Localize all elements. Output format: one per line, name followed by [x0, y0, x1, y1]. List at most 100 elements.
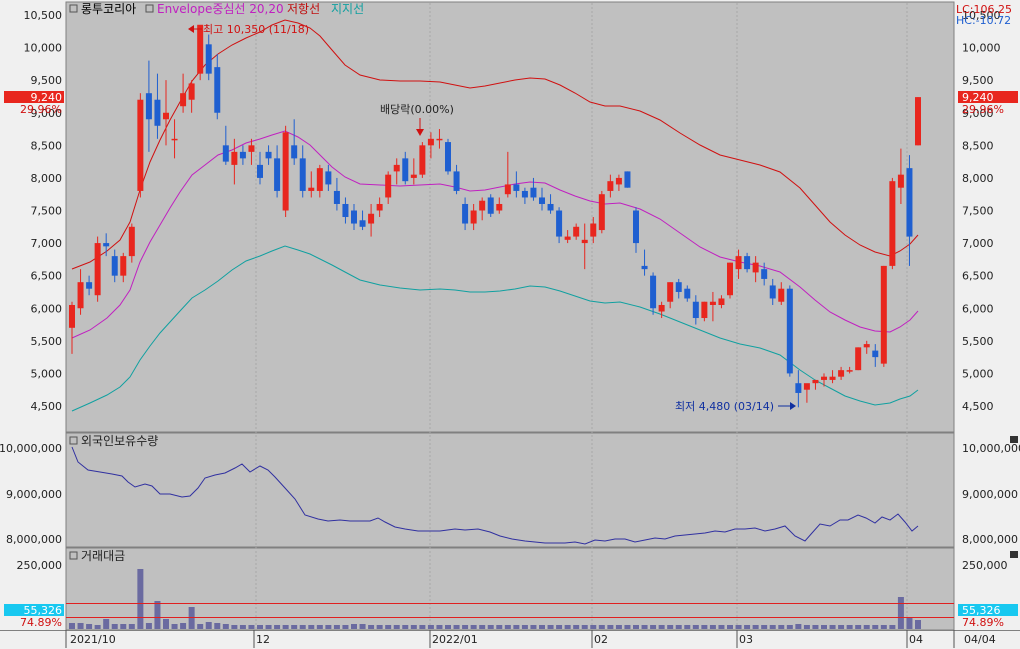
candle-body: [598, 194, 605, 231]
candle-body: [214, 67, 221, 113]
volume-bar: [915, 620, 921, 629]
candle: [752, 256, 759, 283]
candle: [735, 249, 742, 279]
volume-bar: [701, 625, 708, 629]
volume-bar: [539, 625, 545, 629]
candle: [556, 207, 563, 244]
candle-body: [436, 138, 443, 141]
volume-bar: [709, 625, 716, 629]
candle-body: [573, 226, 580, 237]
candle-body: [556, 210, 563, 237]
candle: [633, 207, 639, 253]
x-label-5: 04: [909, 633, 923, 646]
candle-body: [778, 288, 785, 302]
x-label-4: 03: [739, 633, 753, 646]
candle-body: [880, 265, 887, 364]
candle: [684, 285, 691, 302]
legend: 롱투코리아 Envelope중심선 20,20 저항선 지지선: [69, 2, 364, 16]
candle-body: [906, 168, 913, 237]
volume-label-0: 250,000: [17, 559, 63, 572]
volume-bar: [86, 624, 93, 629]
price-label-right: 8,500: [962, 139, 994, 152]
candle-body: [539, 197, 545, 204]
candle-body: [615, 177, 622, 185]
price-label-right: 10,500: [962, 9, 1001, 22]
candle-body: [897, 174, 904, 188]
volume-bar: [846, 625, 853, 629]
candle: [419, 142, 426, 178]
candle-body: [205, 44, 212, 74]
price-label-right: 10,000: [962, 42, 1001, 55]
candle-body: [727, 262, 733, 296]
candle-body: [513, 184, 520, 191]
svg-text:최고 10,350 (11/18): 최고 10,350 (11/18): [203, 23, 309, 36]
volume-bar: [880, 625, 887, 629]
volume-bar: [325, 625, 332, 629]
candle-body: [607, 181, 614, 191]
candle-body: [829, 376, 836, 380]
candle: [205, 34, 212, 81]
volume-bar: [778, 625, 785, 629]
candle: [239, 145, 246, 165]
candle: [257, 151, 263, 185]
candle-body: [752, 262, 759, 273]
candle-body: [316, 168, 323, 191]
candle-body: [359, 220, 366, 227]
candle-body: [137, 99, 144, 191]
x-label-2: 2022/01: [432, 633, 478, 646]
price-label-left: 9,500: [31, 74, 63, 87]
candle-body: [163, 112, 169, 120]
volume-bar: [556, 625, 563, 629]
volume-bar: [598, 625, 605, 629]
volume-bar: [581, 625, 588, 629]
candle: [145, 60, 152, 152]
candle-body: [342, 203, 349, 218]
hc-indicator: HC:-10.72: [956, 14, 1011, 27]
svg-text:8,000,000: 8,000,000: [962, 533, 1018, 546]
price-label-left: 5,500: [31, 335, 63, 348]
candle-body: [667, 282, 674, 302]
candle-body: [641, 265, 648, 270]
volume-bar: [359, 624, 366, 629]
candle-body: [445, 142, 451, 172]
volume-bar: [205, 622, 212, 629]
candle-body: [368, 213, 375, 224]
volume-bar: [573, 625, 580, 629]
candle: [906, 155, 913, 266]
candle: [436, 129, 443, 149]
candle-body: [504, 184, 511, 195]
current-price-marker-left: [4, 91, 64, 103]
price-label-right: 6,000: [962, 302, 994, 315]
candle: [222, 125, 229, 165]
candle-body: [846, 370, 853, 372]
candle-body: [581, 239, 588, 244]
candle-body: [487, 197, 494, 214]
volume-bar: [368, 625, 375, 629]
candle: [462, 197, 469, 231]
volume-bar: [154, 601, 161, 629]
volume-bar: [436, 625, 443, 629]
volume-bar: [641, 625, 648, 629]
candle: [615, 174, 622, 191]
candle: [393, 158, 400, 185]
volume-bar: [897, 597, 904, 629]
candle: [590, 217, 597, 244]
candle-body: [376, 203, 383, 211]
candle-body: [453, 171, 460, 191]
volume-bar: [530, 625, 537, 629]
candle-body: [462, 203, 469, 224]
candle: [291, 119, 298, 165]
candle: [103, 233, 110, 257]
resistance-line: [71, 19, 919, 270]
volume-bar: [427, 625, 434, 629]
price-label-right: 9,000: [962, 107, 994, 120]
legend-support: 지지선: [331, 2, 364, 16]
candle: [154, 73, 161, 139]
volume-bar: [393, 625, 400, 629]
candle: [137, 93, 144, 198]
candle: [607, 174, 614, 198]
volume-bar: [180, 623, 187, 629]
candle-body: [274, 158, 281, 191]
candle: [838, 366, 845, 380]
svg-text:최저 4,480 (03/14): 최저 4,480 (03/14): [675, 400, 774, 413]
